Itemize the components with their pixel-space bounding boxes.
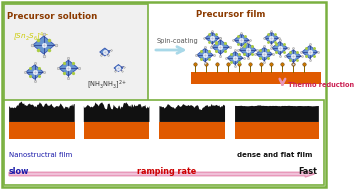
Polygon shape bbox=[205, 32, 219, 44]
Polygon shape bbox=[286, 50, 301, 62]
Polygon shape bbox=[235, 105, 319, 122]
Text: Thermo reduction: Thermo reduction bbox=[288, 82, 354, 88]
Text: Spin-coating: Spin-coating bbox=[157, 38, 198, 44]
FancyBboxPatch shape bbox=[2, 2, 326, 187]
Polygon shape bbox=[59, 60, 78, 76]
Polygon shape bbox=[302, 46, 318, 58]
Text: ramping rate: ramping rate bbox=[137, 167, 196, 176]
Text: Precursor solution: Precursor solution bbox=[7, 12, 98, 21]
FancyArrow shape bbox=[9, 171, 314, 177]
Polygon shape bbox=[272, 42, 288, 54]
Polygon shape bbox=[212, 40, 229, 54]
Bar bbox=[9, 122, 75, 139]
Polygon shape bbox=[264, 32, 279, 44]
Bar bbox=[159, 122, 225, 139]
Polygon shape bbox=[114, 64, 123, 71]
Bar bbox=[191, 72, 321, 84]
Polygon shape bbox=[159, 104, 225, 122]
Polygon shape bbox=[256, 47, 273, 61]
Text: dense and flat film: dense and flat film bbox=[237, 152, 312, 158]
Polygon shape bbox=[84, 102, 149, 122]
Text: Nanostructral film: Nanostructral film bbox=[9, 152, 72, 158]
FancyBboxPatch shape bbox=[4, 4, 148, 101]
Text: slow: slow bbox=[9, 167, 30, 176]
Polygon shape bbox=[100, 48, 110, 56]
Polygon shape bbox=[33, 36, 55, 54]
Text: [NH$_3$NH$_3$]$^{2+}$: [NH$_3$NH$_3$]$^{2+}$ bbox=[86, 78, 127, 91]
Text: Fast: Fast bbox=[298, 167, 317, 176]
Polygon shape bbox=[26, 65, 43, 79]
Bar bbox=[235, 122, 319, 139]
Polygon shape bbox=[227, 52, 243, 64]
Polygon shape bbox=[234, 34, 249, 46]
Polygon shape bbox=[9, 101, 75, 122]
Polygon shape bbox=[197, 48, 213, 62]
FancyBboxPatch shape bbox=[4, 100, 324, 185]
Polygon shape bbox=[239, 43, 256, 57]
Text: Precursor film: Precursor film bbox=[196, 10, 265, 19]
Text: [Sn$_2$S$_6$]$^{4-}$: [Sn$_2$S$_6$]$^{4-}$ bbox=[13, 30, 49, 43]
Bar bbox=[84, 122, 149, 139]
